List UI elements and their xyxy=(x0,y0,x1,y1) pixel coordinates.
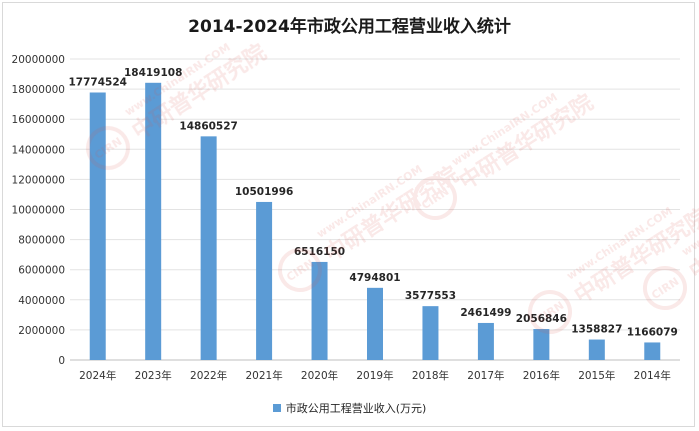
data-label: 4794801 xyxy=(349,272,400,284)
legend-label: 市政公用工程营业收入(万元) xyxy=(285,402,427,415)
x-tick-label: 2018年 xyxy=(412,369,449,382)
x-tick-label: 2024年 xyxy=(79,369,116,382)
bar xyxy=(145,82,162,361)
y-tick-label: 20000000 xyxy=(12,54,65,66)
bar xyxy=(367,287,383,360)
x-tick-label: 2019年 xyxy=(356,369,393,382)
x-tick-label: 2017年 xyxy=(467,369,504,382)
chart-frame xyxy=(2,2,695,427)
bars xyxy=(89,82,661,361)
svg-text:CIRN: CIRN xyxy=(284,257,316,284)
y-tick-label: 2000000 xyxy=(18,325,65,337)
x-tick-label: 2015年 xyxy=(578,369,615,382)
data-label: 14860527 xyxy=(179,120,237,132)
data-label: 10501996 xyxy=(235,186,293,198)
x-tick-label: 2021年 xyxy=(245,369,282,382)
data-label: 2056846 xyxy=(516,313,567,325)
data-label: 3577553 xyxy=(405,290,456,302)
bar xyxy=(477,322,494,360)
bar xyxy=(422,306,439,360)
legend-swatch xyxy=(272,404,281,412)
bar xyxy=(644,342,661,360)
bar xyxy=(533,329,550,360)
bar xyxy=(588,339,605,360)
y-tick-label: 8000000 xyxy=(18,235,65,247)
data-label: 6516150 xyxy=(294,246,345,258)
legend: 市政公用工程营业收入(万元) xyxy=(0,400,699,416)
data-label: 1166079 xyxy=(627,326,678,338)
bar xyxy=(89,92,106,361)
svg-text:CIRN: CIRN xyxy=(649,275,681,302)
y-tick-label: 18000000 xyxy=(12,84,65,96)
gridlines xyxy=(70,58,680,361)
y-tick-label: 16000000 xyxy=(12,114,65,126)
x-tick-label: 2014年 xyxy=(634,369,671,382)
y-tick-label: 10000000 xyxy=(12,205,65,217)
y-tick-label: 4000000 xyxy=(18,295,65,307)
x-tick-label: 2022年 xyxy=(190,369,227,382)
y-tick-label: 14000000 xyxy=(12,144,65,156)
data-label: 18419108 xyxy=(124,67,182,79)
y-tick-labels: 0 2000000 4000000 6000000 8000000 10000000 120… xyxy=(12,54,65,367)
data-label: 17774524 xyxy=(69,76,127,88)
x-tick-label: 2020年 xyxy=(301,369,338,382)
bar xyxy=(311,261,328,360)
y-tick-label: 0 xyxy=(58,355,65,367)
chart-title: 2014-2024年市政公用工程营业收入统计 xyxy=(188,17,511,37)
bar xyxy=(200,136,217,360)
x-tick-label: 2023年 xyxy=(135,369,172,382)
data-label: 2461499 xyxy=(460,307,511,319)
bar xyxy=(256,201,273,360)
x-tick-labels: 2024年 2023年 2022年 2021年 2020年 2019年 2018年 2017年… xyxy=(79,369,671,382)
data-label: 1358827 xyxy=(571,324,622,336)
x-tick-label: 2016年 xyxy=(523,369,560,382)
y-tick-label: 12000000 xyxy=(12,174,65,186)
y-tick-label: 6000000 xyxy=(18,265,65,277)
